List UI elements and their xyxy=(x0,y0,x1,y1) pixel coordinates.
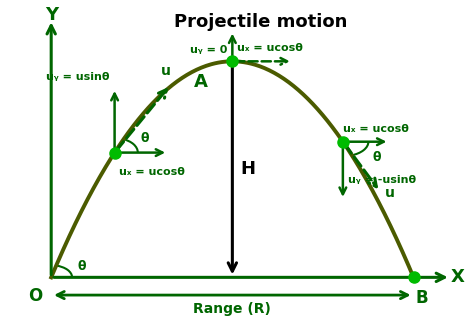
Text: uᵧ = -usinθ: uᵧ = -usinθ xyxy=(347,175,416,186)
Text: θ: θ xyxy=(372,151,381,164)
Text: θ: θ xyxy=(141,132,149,144)
Text: Range (R): Range (R) xyxy=(193,301,271,316)
Text: O: O xyxy=(27,287,42,305)
Text: B: B xyxy=(416,289,428,307)
Text: Projectile motion: Projectile motion xyxy=(173,13,347,31)
Text: θ: θ xyxy=(77,261,86,273)
Text: uᵧ = usinθ: uᵧ = usinθ xyxy=(46,72,110,82)
Text: H: H xyxy=(241,160,255,178)
Text: uₓ = ucosθ: uₓ = ucosθ xyxy=(343,124,409,134)
Text: u: u xyxy=(161,64,171,78)
Text: u: u xyxy=(385,186,394,200)
Text: uᵧ = 0: uᵧ = 0 xyxy=(191,45,228,55)
Text: X: X xyxy=(451,268,465,286)
Text: uₓ = ucosθ: uₓ = ucosθ xyxy=(237,43,303,53)
Text: uₓ = ucosθ: uₓ = ucosθ xyxy=(119,167,185,177)
Text: A: A xyxy=(193,73,208,91)
Text: Y: Y xyxy=(45,6,58,24)
